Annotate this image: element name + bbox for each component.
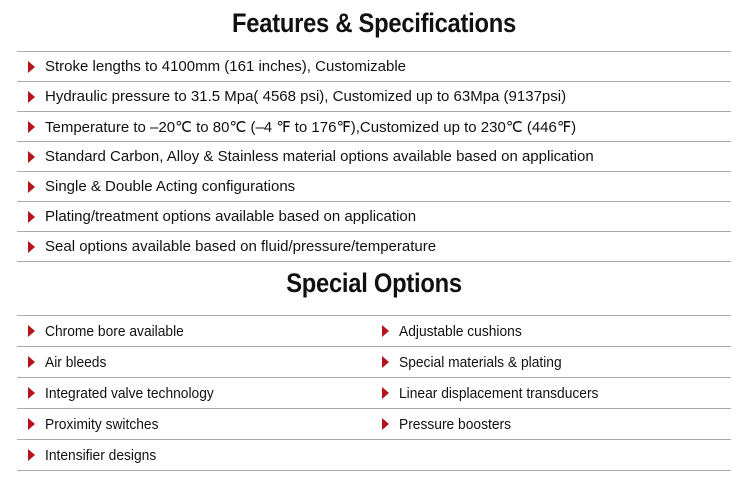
list-item: Single & Double Acting configurations bbox=[17, 178, 728, 195]
triangle-right-icon bbox=[382, 387, 389, 399]
option-row: Proximity switches Pressure boosters bbox=[17, 409, 731, 440]
triangle-right-icon bbox=[382, 325, 389, 337]
feature-row: Single & Double Acting configurations bbox=[17, 172, 731, 202]
triangle-right-icon bbox=[382, 418, 389, 430]
triangle-right-icon bbox=[28, 325, 35, 337]
list-item-text: Intensifier designs bbox=[45, 446, 157, 464]
list-item: Hydraulic pressure to 31.5 Mpa( 4568 psi… bbox=[17, 88, 728, 105]
feature-row: Standard Carbon, Alloy & Stainless mater… bbox=[17, 142, 731, 172]
triangle-right-icon bbox=[28, 180, 35, 193]
list-item: Pressure boosters bbox=[371, 416, 725, 433]
triangle-right-icon bbox=[28, 418, 35, 430]
feature-row: Seal options available based on fluid/pr… bbox=[17, 232, 731, 262]
list-item-text: Air bleeds bbox=[45, 353, 107, 371]
special-options-list: Chrome bore available Adjustable cushions… bbox=[17, 315, 731, 471]
list-item-text: Linear displacement transducers bbox=[399, 384, 599, 402]
list-item: Adjustable cushions bbox=[371, 323, 725, 340]
feature-row: Stroke lengths to 4100mm (161 inches), C… bbox=[17, 52, 731, 82]
list-item-text: Single & Double Acting configurations bbox=[45, 178, 296, 195]
list-item: Stroke lengths to 4100mm (161 inches), C… bbox=[17, 58, 728, 75]
option-row: Chrome bore available Adjustable cushions bbox=[17, 316, 731, 347]
option-row: Intensifier designs bbox=[17, 440, 731, 471]
triangle-right-icon bbox=[28, 449, 35, 461]
list-item-text: Standard Carbon, Alloy & Stainless mater… bbox=[45, 148, 594, 165]
list-item-text: Proximity switches bbox=[45, 415, 159, 433]
option-row: Integrated valve technology Linear displa… bbox=[17, 378, 731, 409]
list-item: Proximity switches bbox=[17, 416, 371, 433]
triangle-right-icon bbox=[28, 210, 35, 223]
list-item: Temperature to –20℃ to 80℃ (–4 ℉ to 176℉… bbox=[17, 118, 728, 136]
list-item-text: Special materials & plating bbox=[399, 353, 562, 371]
features-list: Stroke lengths to 4100mm (161 inches), C… bbox=[17, 51, 731, 262]
list-item: Seal options available based on fluid/pr… bbox=[17, 238, 728, 255]
triangle-right-icon bbox=[28, 150, 35, 163]
list-item: Air bleeds bbox=[17, 354, 371, 371]
list-item-text: Stroke lengths to 4100mm (161 inches), C… bbox=[45, 58, 407, 75]
list-item-text: Chrome bore available bbox=[45, 322, 184, 340]
list-item: Standard Carbon, Alloy & Stainless mater… bbox=[17, 148, 728, 165]
list-item: Special materials & plating bbox=[371, 354, 725, 371]
triangle-right-icon bbox=[28, 387, 35, 399]
list-item-text: Integrated valve technology bbox=[45, 384, 214, 402]
list-item: Plating/treatment options available base… bbox=[17, 208, 728, 225]
triangle-right-icon bbox=[28, 60, 35, 73]
list-item: Linear displacement transducers bbox=[371, 385, 725, 402]
triangle-right-icon bbox=[28, 120, 35, 133]
features-title: Features & Specifications bbox=[232, 8, 516, 38]
triangle-right-icon bbox=[28, 356, 35, 368]
list-item: Chrome bore available bbox=[17, 323, 371, 340]
triangle-right-icon bbox=[382, 356, 389, 368]
triangle-right-icon bbox=[28, 90, 35, 103]
list-item-text: Pressure boosters bbox=[399, 415, 511, 433]
list-item: Intensifier designs bbox=[17, 447, 371, 464]
option-row: Air bleeds Special materials & plating bbox=[17, 347, 731, 378]
triangle-right-icon bbox=[28, 240, 35, 253]
list-item-text: Temperature to –20℃ to 80℃ (–4 ℉ to 176℉… bbox=[45, 118, 577, 136]
list-item-text: Adjustable cushions bbox=[399, 322, 522, 340]
special-options-title: Special Options bbox=[286, 268, 462, 298]
list-item-text: Hydraulic pressure to 31.5 Mpa( 4568 psi… bbox=[45, 88, 567, 105]
list-item-text: Plating/treatment options available base… bbox=[45, 208, 417, 225]
feature-row: Temperature to –20℃ to 80℃ (–4 ℉ to 176℉… bbox=[17, 112, 731, 142]
list-item-text: Seal options available based on fluid/pr… bbox=[45, 238, 437, 255]
feature-row: Plating/treatment options available base… bbox=[17, 202, 731, 232]
list-item: Integrated valve technology bbox=[17, 385, 371, 402]
feature-row: Hydraulic pressure to 31.5 Mpa( 4568 psi… bbox=[17, 82, 731, 112]
